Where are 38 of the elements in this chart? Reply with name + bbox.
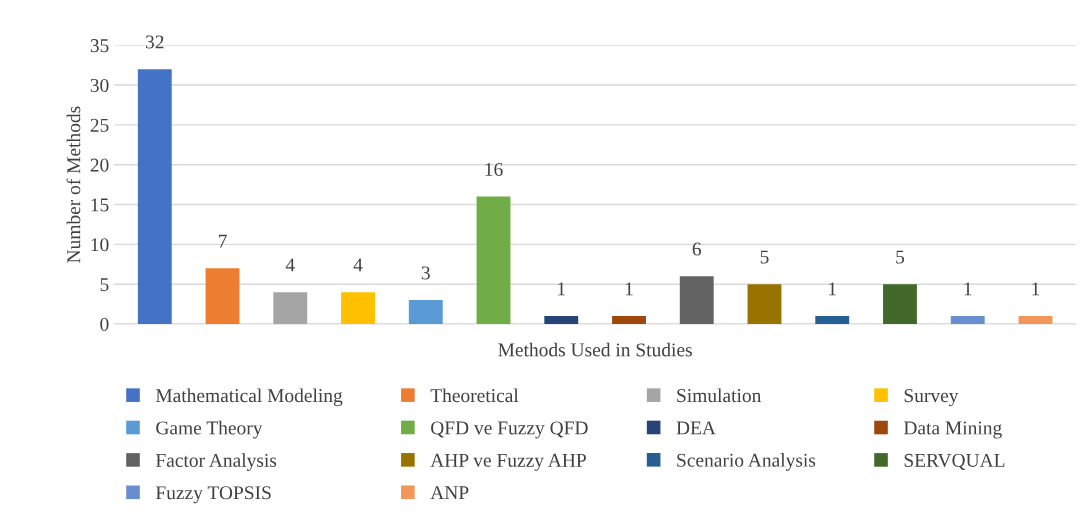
data-label: 4 [285,258,295,272]
data-label: 16 [485,162,503,176]
y-tick-label: 25 [90,118,109,132]
data-label: 32 [145,35,164,49]
data-label: 6 [692,242,702,256]
legend-label: AHP ve Fuzzy AHP [430,453,586,471]
data-label: 1 [558,282,565,296]
data-label: 7 [218,234,227,248]
legend-label: Survey [904,389,959,407]
y-tick-label: 10 [91,238,109,252]
y-tick-label: 35 [90,39,109,53]
data-label: 1 [1032,282,1040,296]
y-tick-label: 5 [100,278,109,292]
data-label: 5 [896,250,905,264]
legend-label: QFD ve Fuzzy QFD [431,421,588,439]
legend-label: Fuzzy TOPSIS [155,486,271,504]
y-tick-label: 0 [100,317,109,331]
legend-label: Factor Analysis [155,453,277,471]
legend-label: SERVQUAL [904,453,1005,470]
y-tick-label: 15 [91,198,109,212]
data-label: 3 [421,266,430,280]
data-label: 4 [353,258,363,272]
y-tick-label: 30 [90,78,109,92]
y-axis-title: Number of Methods [66,106,81,263]
legend-label: Game Theory [156,420,263,439]
x-axis-title: Methods Used in Studies [498,342,692,357]
data-label: 1 [625,282,633,296]
data-label: 5 [760,250,769,264]
legend-label: Theoretical [430,388,519,403]
data-label: 1 [964,282,972,296]
legend-label: Scenario Analysis [677,453,816,471]
data-label: 1 [829,282,836,296]
y-tick-label: 20 [90,158,109,172]
legend-label: ANP [430,486,469,500]
legend-label: Data Mining [903,421,1002,439]
legend-label: Simulation [677,388,762,403]
legend-label: Mathematical Modeling [155,388,343,407]
legend-label: DEA [676,421,716,435]
